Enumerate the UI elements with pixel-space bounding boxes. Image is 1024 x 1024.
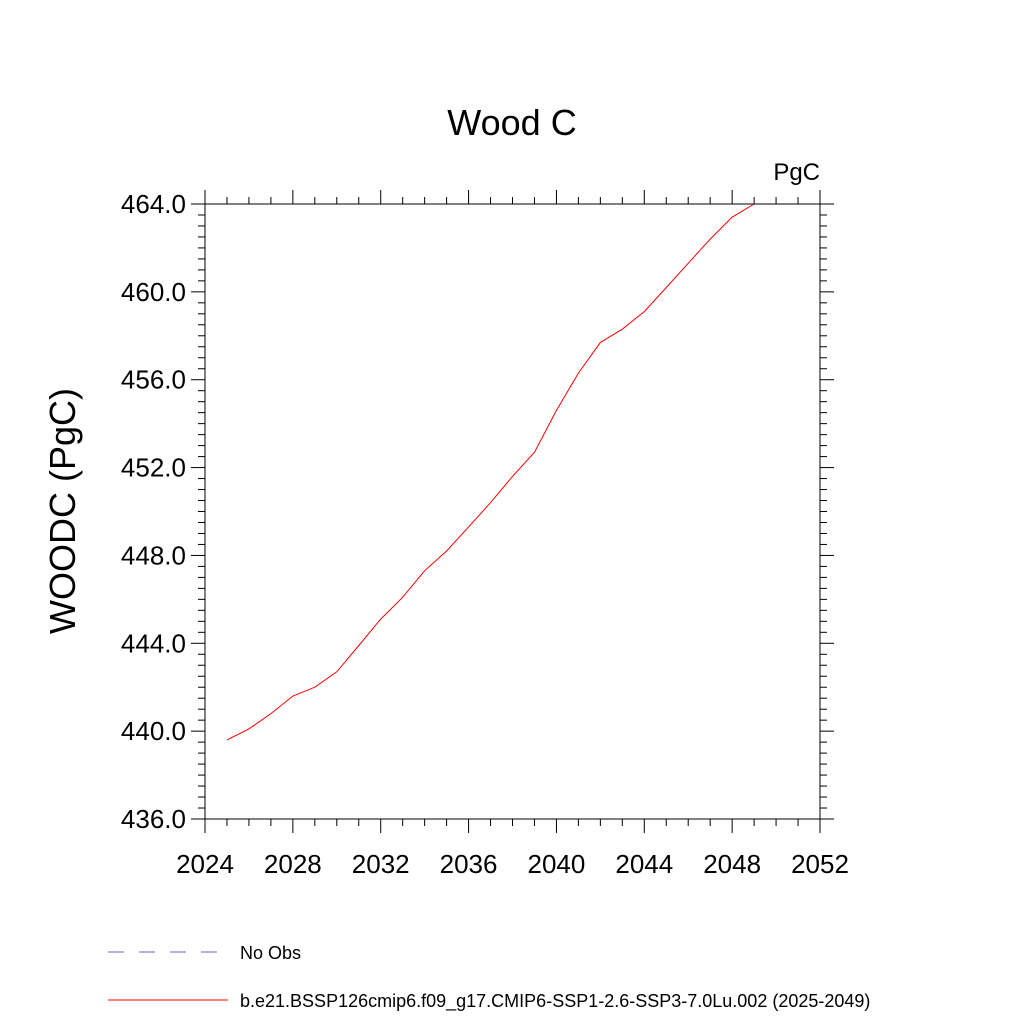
legend: No Obs b.e21.BSSP126cmip6.f09_g17.CMIP6-S… xyxy=(108,943,870,1012)
minor-ticks xyxy=(198,197,827,826)
y-tick-label: 440.0 xyxy=(121,716,186,746)
x-tick-label: 2052 xyxy=(791,849,849,879)
x-tick-labels: 2024 2028 2032 2036 2040 2044 2048 2052 xyxy=(176,849,849,879)
x-tick-label: 2040 xyxy=(528,849,586,879)
x-tick-label: 2036 xyxy=(440,849,498,879)
x-tick-label: 2044 xyxy=(615,849,673,879)
y-tick-label: 456.0 xyxy=(121,365,186,395)
y-tick-label: 464.0 xyxy=(121,189,186,219)
series-line xyxy=(226,203,755,741)
y-tick-labels: 436.0 440.0 444.0 448.0 452.0 456.0 460.0 464.0 xyxy=(121,189,186,834)
x-tick-label: 2048 xyxy=(703,849,761,879)
y-tick-label: 448.0 xyxy=(121,540,186,570)
y-tick-label: 452.0 xyxy=(121,453,186,483)
x-tick-label: 2028 xyxy=(264,849,322,879)
legend-label: No Obs xyxy=(240,943,301,963)
y-tick-label: 444.0 xyxy=(121,628,186,658)
y-axis-label: WOODC (PgC) xyxy=(42,388,83,634)
legend-label: b.e21.BSSP126cmip6.f09_g17.CMIP6-SSP1-2.… xyxy=(240,991,870,1012)
series-layer xyxy=(226,203,755,741)
x-tick-label: 2032 xyxy=(352,849,410,879)
major-ticks xyxy=(191,190,834,833)
chart-title: Wood C xyxy=(447,102,576,143)
y-tick-label: 436.0 xyxy=(121,804,186,834)
x-tick-label: 2024 xyxy=(176,849,234,879)
plot-frame xyxy=(204,203,821,820)
units-label: PgC xyxy=(773,159,820,186)
y-tick-label: 460.0 xyxy=(121,277,186,307)
